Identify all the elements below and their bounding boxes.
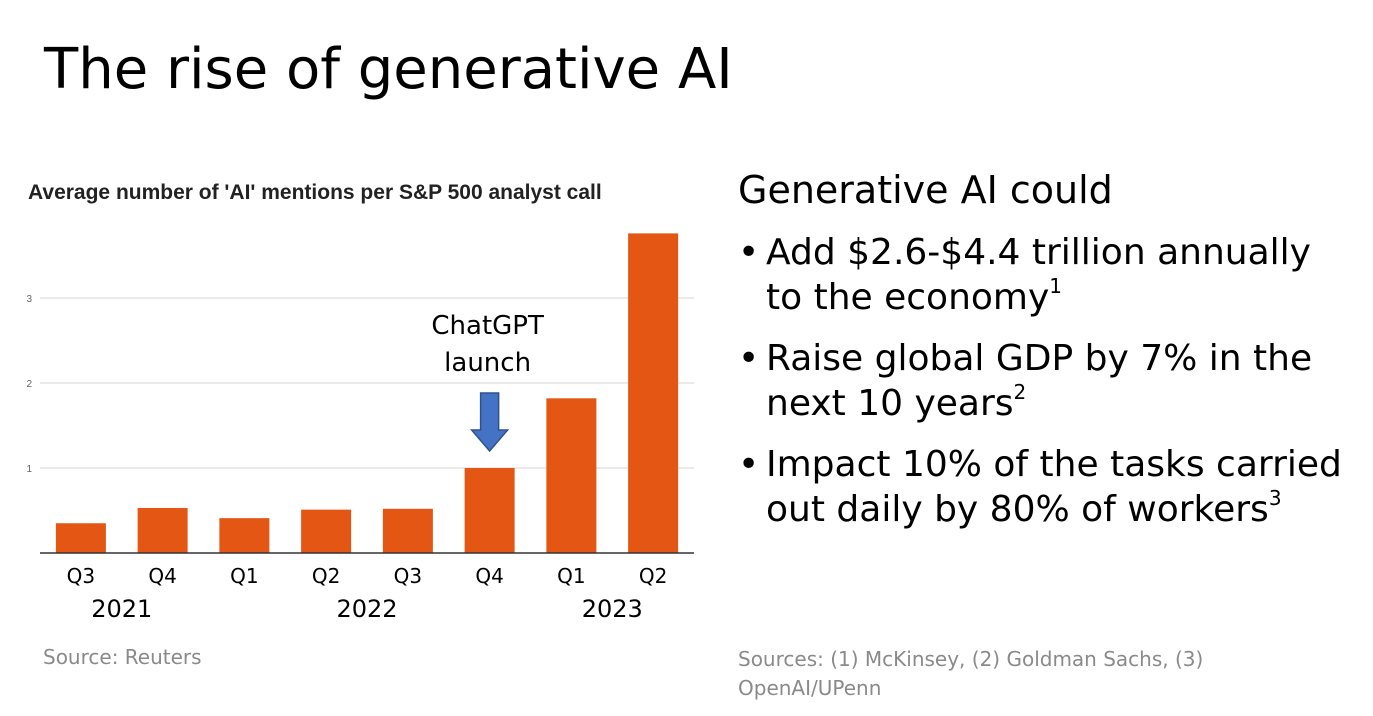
annotation-text: ChatGPT <box>431 311 544 341</box>
bullet-list: Add $2.6-$4.4 trillion annually to the e… <box>738 230 1358 548</box>
bar-6 <box>546 398 597 553</box>
slide-title: The rise of generative AI <box>44 37 733 102</box>
footnote-ref: 3 <box>1268 486 1282 510</box>
x-tick-label: Q4 <box>475 564 503 588</box>
bar-4 <box>382 508 433 553</box>
x-tick-label: Q3 <box>67 564 95 588</box>
bar-5 <box>464 468 515 553</box>
y-tick-label: 2 <box>26 379 32 390</box>
panel-heading: Generative AI could <box>738 168 1113 212</box>
y-tick-label: 1 <box>26 464 32 475</box>
year-label: 2023 <box>582 595 643 623</box>
bullet-text: Impact 10% of the tasks carried out dail… <box>766 444 1342 530</box>
x-tick-label: Q2 <box>639 564 667 588</box>
footnote-ref: 2 <box>1013 380 1027 404</box>
chart-source: Source: Reuters <box>43 645 202 669</box>
sources-footnote: Sources: (1) McKinsey, (2) Goldman Sachs… <box>738 647 1204 700</box>
y-tick-label: 3 <box>26 294 32 305</box>
x-tick-label: Q1 <box>230 564 258 588</box>
bullet-text: Raise global GDP by 7% in the next 10 ye… <box>766 338 1313 424</box>
x-tick-label: Q4 <box>148 564 176 588</box>
bullet-text: Add $2.6-$4.4 trillion annually to the e… <box>766 232 1311 318</box>
bullet-item: Raise global GDP by 7% in the next 10 ye… <box>738 336 1358 426</box>
year-label: 2021 <box>91 595 152 623</box>
bullet-item: Add $2.6-$4.4 trillion annually to the e… <box>738 230 1358 320</box>
bar-3 <box>301 509 352 553</box>
x-tick-label: Q3 <box>394 564 422 588</box>
bar-2 <box>219 518 270 553</box>
year-label: 2022 <box>336 595 397 623</box>
x-tick-label: Q1 <box>557 564 585 588</box>
bar-1 <box>137 507 188 553</box>
bar-0 <box>55 523 106 553</box>
footnote-ref: 1 <box>1049 274 1063 298</box>
chart-title: Average number of 'AI' mentions per S&P … <box>28 181 602 204</box>
annotation-text: launch <box>444 348 531 378</box>
bullet-item: Impact 10% of the tasks carried out dail… <box>738 442 1358 532</box>
bar-7 <box>628 233 679 553</box>
down-arrow-icon <box>469 392 510 453</box>
bar-chart: 1 2 3 Q3 Q4 Q1 Q2 Q3 Q4 Q1 Q2 2021 2022 2023 ChatGPT la… <box>26 233 694 623</box>
x-tick-label: Q2 <box>312 564 340 588</box>
